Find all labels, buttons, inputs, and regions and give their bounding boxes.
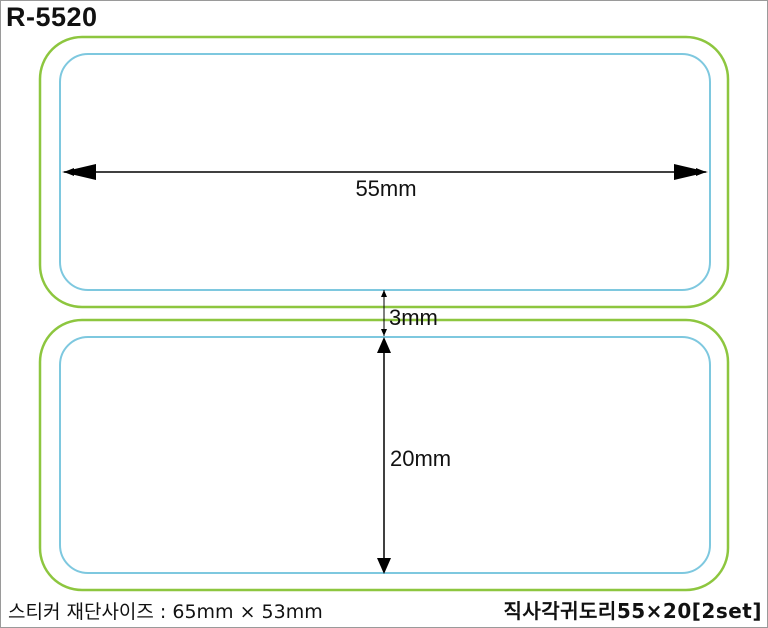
height-dimension-label: 20mm (390, 446, 451, 471)
product-name-caption: 직사각귀도리55×20[2set] (503, 599, 762, 623)
width-dimension-label: 55mm (355, 176, 416, 201)
cut-size-caption: 스티커 재단사이즈 : 65mm × 53mm (8, 601, 323, 623)
width-arrowhead-left (62, 164, 96, 180)
top-sticker-label-outline (59, 53, 711, 291)
model-code: R-5520 (6, 2, 98, 32)
height-arrowhead-bottom (377, 558, 391, 574)
width-arrowhead-right (674, 164, 708, 180)
height-arrowhead-top (377, 337, 391, 353)
gap-arrowhead-top (381, 290, 387, 297)
gap-dimension-label: 3mm (389, 305, 438, 330)
gap-arrowhead-bottom (381, 329, 387, 336)
bottom-sticker-label-outline (59, 336, 711, 574)
